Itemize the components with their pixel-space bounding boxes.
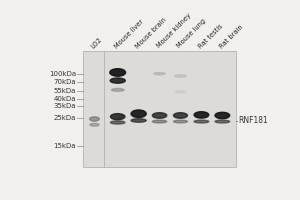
Text: Rat brain: Rat brain	[218, 24, 244, 49]
Text: Mouse lung: Mouse lung	[176, 18, 207, 49]
Ellipse shape	[215, 120, 230, 123]
Ellipse shape	[173, 113, 188, 118]
Ellipse shape	[131, 110, 146, 118]
Ellipse shape	[194, 120, 209, 123]
Text: 15kDa: 15kDa	[53, 143, 76, 149]
Text: 35kDa: 35kDa	[53, 103, 76, 109]
Ellipse shape	[110, 121, 125, 124]
Text: 25kDa: 25kDa	[53, 115, 76, 121]
Ellipse shape	[175, 75, 186, 77]
Ellipse shape	[131, 119, 146, 122]
Text: RNF181: RNF181	[238, 116, 268, 125]
Ellipse shape	[90, 123, 99, 126]
Ellipse shape	[154, 72, 165, 75]
Text: 100kDa: 100kDa	[49, 71, 76, 77]
Ellipse shape	[175, 91, 186, 93]
Text: LO2: LO2	[90, 36, 104, 49]
Ellipse shape	[152, 120, 167, 123]
Text: Mouse kidney: Mouse kidney	[155, 13, 192, 49]
Text: 40kDa: 40kDa	[53, 96, 76, 102]
Text: 55kDa: 55kDa	[53, 88, 76, 94]
Ellipse shape	[173, 120, 188, 123]
Ellipse shape	[215, 112, 230, 119]
Ellipse shape	[110, 78, 125, 83]
Text: Mouse brain: Mouse brain	[134, 16, 167, 49]
Ellipse shape	[110, 69, 126, 76]
Ellipse shape	[110, 114, 125, 120]
Text: Mouse liver: Mouse liver	[113, 18, 145, 49]
Ellipse shape	[152, 113, 167, 118]
Ellipse shape	[111, 88, 124, 91]
FancyBboxPatch shape	[83, 51, 236, 167]
Text: 70kDa: 70kDa	[53, 79, 76, 85]
Ellipse shape	[194, 112, 209, 118]
Ellipse shape	[90, 117, 99, 121]
Text: Rat testis: Rat testis	[197, 23, 224, 49]
